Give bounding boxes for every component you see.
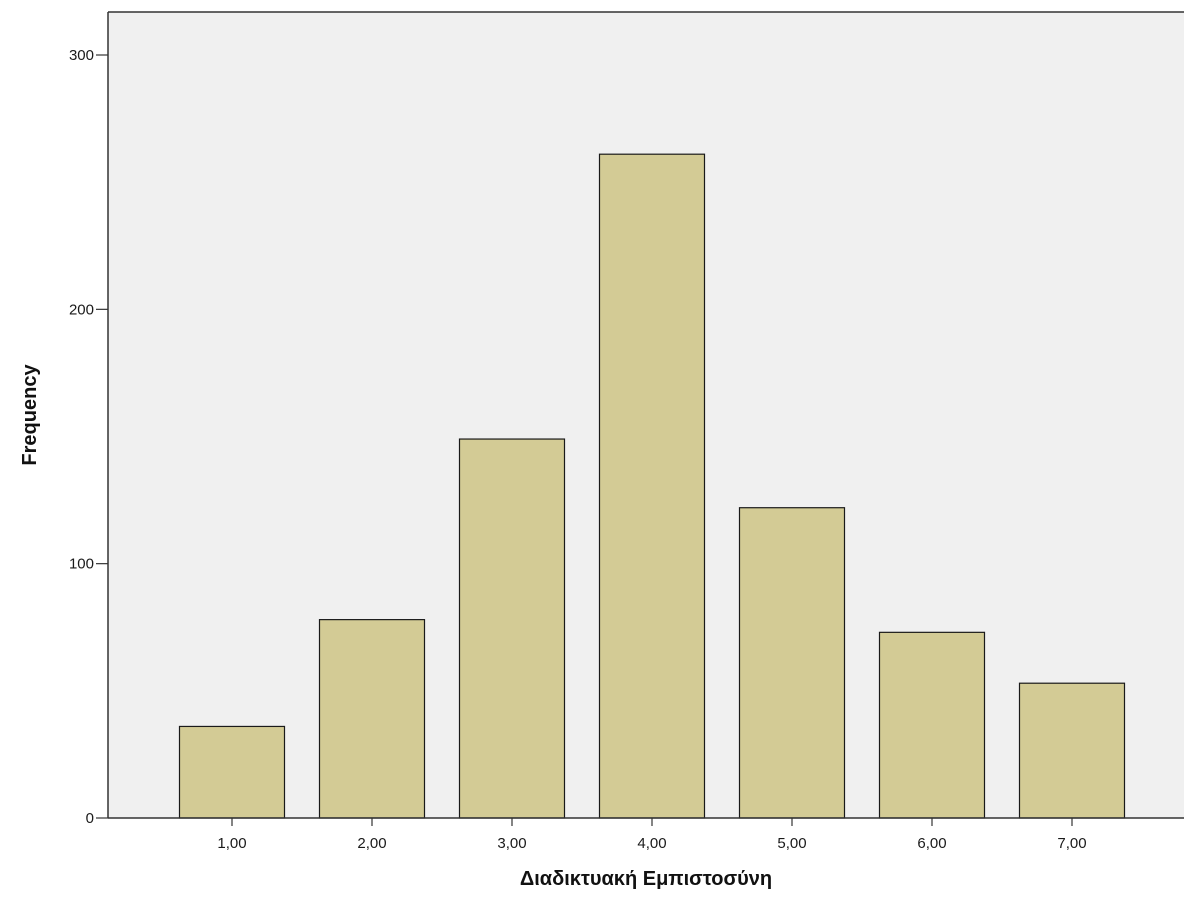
y-tick-label: 200 bbox=[69, 301, 94, 318]
bar-5,00 bbox=[738, 507, 846, 819]
bars bbox=[178, 153, 1126, 819]
y-axis-title: Frequency bbox=[19, 364, 41, 466]
x-axis-ticks: 1,00 2,00 3,00 4,00 5,00 6,00 7,00 bbox=[217, 818, 1087, 852]
bar-1,00 bbox=[178, 725, 286, 819]
y-axis-ticks: 0 100 200 300 bbox=[69, 47, 108, 827]
x-axis-title: Διαδικτυακή Εμπιστοσύνη bbox=[520, 868, 772, 890]
x-tick-label: 5,00 bbox=[777, 835, 806, 852]
x-tick-label: 4,00 bbox=[637, 835, 666, 852]
bar-6,00 bbox=[878, 631, 986, 819]
axes bbox=[107, 11, 1184, 819]
bar-7,00 bbox=[1018, 682, 1126, 819]
x-tick-label: 3,00 bbox=[497, 835, 526, 852]
y-tick-label: 100 bbox=[69, 556, 94, 573]
x-tick-label: 2,00 bbox=[357, 835, 386, 852]
x-tick-label: 1,00 bbox=[217, 835, 246, 852]
y-tick-label: 300 bbox=[69, 47, 94, 64]
bar-2,00 bbox=[318, 619, 426, 819]
y-tick-label: 0 bbox=[86, 810, 94, 827]
bar-4,00 bbox=[598, 153, 706, 819]
x-tick-label: 7,00 bbox=[1057, 835, 1086, 852]
x-tick-label: 6,00 bbox=[917, 835, 946, 852]
bar-3,00 bbox=[458, 438, 566, 819]
